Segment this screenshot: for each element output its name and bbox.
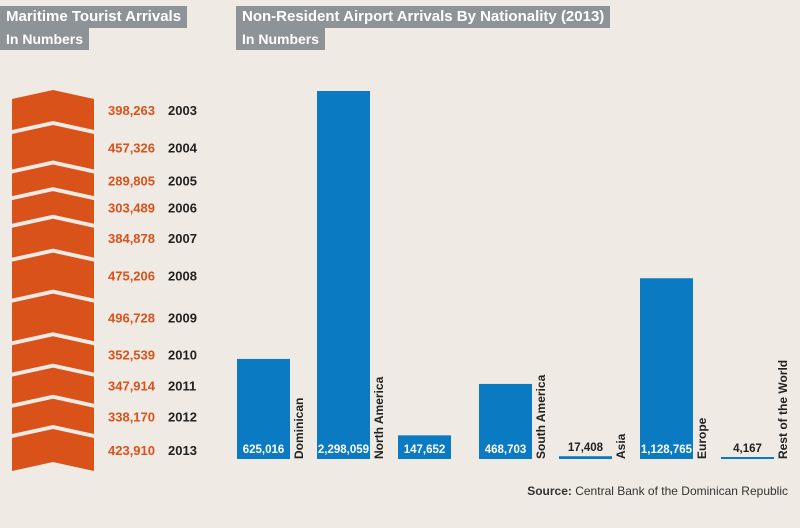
maritime-year-label: 2012 <box>168 409 197 424</box>
maritime-chevron-chart: 398,263 2003 457,326 2004 289,805 2005 303,489… <box>12 90 198 471</box>
right-chart-title: Non-Resident Airport Arrivals By Nationa… <box>236 6 611 28</box>
maritime-year-label: 2005 <box>168 173 197 188</box>
maritime-value-label: 398,263 <box>108 103 155 118</box>
bar <box>317 91 370 459</box>
maritime-year-label: 2003 <box>168 103 197 118</box>
maritime-year-label: 2009 <box>168 310 197 325</box>
bar-category-label: Asia <box>614 433 628 459</box>
chevron-segment <box>12 164 94 197</box>
bar-category-label: Rest of the World <box>776 360 790 459</box>
chevron-segment <box>12 252 94 299</box>
bar-category-label: Dominican <box>292 398 306 459</box>
chevron-segment <box>12 429 94 471</box>
maritime-value-label: 352,539 <box>108 347 155 362</box>
bar-value-label: 17,408 <box>568 442 604 454</box>
chevron-segment <box>12 191 94 224</box>
maritime-value-label: 384,878 <box>108 231 155 246</box>
maritime-year-label: 2007 <box>168 231 197 246</box>
bar-category-label: South America <box>534 374 548 459</box>
right-chart-subtitle: In Numbers <box>236 28 326 50</box>
maritime-value-label: 475,206 <box>108 269 155 284</box>
bar <box>559 456 612 459</box>
maritime-year-label: 2010 <box>168 347 197 362</box>
chevron-segment <box>12 336 94 373</box>
maritime-year-label: 2004 <box>168 140 198 155</box>
bar <box>237 358 290 459</box>
bar-category-label: North America <box>372 376 386 459</box>
chevron-segment <box>12 293 94 342</box>
bar <box>479 383 532 459</box>
source-note: Source: Central Bank of the Dominican Re… <box>527 484 788 498</box>
chevron-segment <box>12 90 94 130</box>
maritime-value-label: 423,910 <box>108 443 155 458</box>
maritime-value-label: 347,914 <box>108 379 156 394</box>
bar <box>398 435 451 459</box>
source-text: Central Bank of the Dominican Republic <box>575 484 788 498</box>
maritime-year-label: 2013 <box>168 443 197 458</box>
source-label: Source: <box>527 484 572 498</box>
chevron-segment <box>12 218 94 258</box>
left-chart-title: Maritime Tourist Arrivals <box>0 6 188 28</box>
bar-value-label: 468,703 <box>485 444 527 456</box>
maritime-year-label: 2006 <box>168 200 197 215</box>
bar-value-label: 1,128,765 <box>641 444 693 456</box>
bar-value-label: 147,652 <box>404 444 446 456</box>
maritime-value-label: 338,170 <box>108 409 155 424</box>
left-chart-subtitle: In Numbers <box>0 28 90 50</box>
chevron-segment <box>12 124 94 170</box>
maritime-year-label: 2008 <box>168 269 197 284</box>
bar <box>721 457 774 459</box>
chevron-segment <box>12 367 94 404</box>
maritime-value-label: 496,728 <box>108 310 155 325</box>
maritime-value-label: 457,326 <box>108 140 155 155</box>
maritime-year-label: 2011 <box>168 379 196 394</box>
bar-value-label: 4,167 <box>733 443 762 455</box>
bar-category-label: Europe <box>695 417 709 459</box>
bar-value-label: 2,298,059 <box>318 444 369 456</box>
bar-value-label: 625,016 <box>243 444 285 456</box>
maritime-value-label: 289,805 <box>108 173 155 188</box>
chevron-segment <box>12 398 94 435</box>
bar <box>640 278 693 459</box>
maritime-value-label: 303,489 <box>108 200 155 215</box>
